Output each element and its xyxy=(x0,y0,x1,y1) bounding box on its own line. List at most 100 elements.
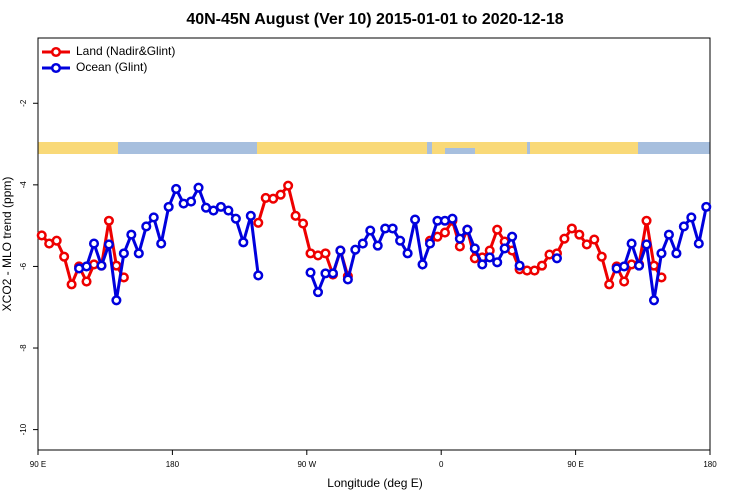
point xyxy=(283,180,294,191)
point xyxy=(574,229,585,240)
point xyxy=(402,248,413,259)
point xyxy=(208,205,219,216)
point xyxy=(454,233,465,244)
point xyxy=(701,201,712,212)
y-tick-label: -4 xyxy=(19,181,28,189)
point xyxy=(507,231,518,242)
point xyxy=(312,287,324,298)
y-tick-label: -6 xyxy=(19,262,28,270)
legend-label: Ocean (Glint) xyxy=(76,60,147,74)
point xyxy=(148,212,159,223)
point xyxy=(648,260,660,271)
y-tick-label: -2 xyxy=(19,99,28,107)
point xyxy=(36,230,47,241)
point xyxy=(678,221,689,232)
point xyxy=(320,248,331,259)
point xyxy=(656,248,667,259)
point xyxy=(484,252,495,263)
point xyxy=(88,238,100,249)
legend-marker xyxy=(50,62,62,74)
point xyxy=(111,295,122,306)
point xyxy=(566,223,577,234)
y-tick-label: -8 xyxy=(19,344,28,352)
x-tick-label: 90 E xyxy=(30,460,46,469)
point xyxy=(469,243,480,254)
point xyxy=(223,205,234,216)
point xyxy=(551,253,562,264)
point xyxy=(447,213,458,224)
point xyxy=(275,189,286,200)
plot-frame xyxy=(37,37,711,451)
point xyxy=(387,223,398,234)
point xyxy=(230,213,241,224)
point xyxy=(365,225,376,236)
point xyxy=(619,276,630,287)
point xyxy=(215,201,226,212)
point xyxy=(641,239,652,250)
x-tick-label: 0 xyxy=(439,460,444,469)
point xyxy=(81,276,92,287)
point xyxy=(477,259,488,270)
point xyxy=(171,183,182,194)
x-axis-label: Longitude (deg E) xyxy=(327,476,422,490)
point xyxy=(118,248,129,259)
point xyxy=(641,215,652,226)
y-axis-label: XCO2 - MLO trend (ppm) xyxy=(0,177,14,312)
legend-label: Land (Nadir&Glint) xyxy=(76,44,175,58)
point xyxy=(156,238,167,249)
point xyxy=(581,239,592,250)
point xyxy=(589,234,600,245)
point xyxy=(619,261,630,272)
point xyxy=(663,229,674,240)
point xyxy=(335,245,346,256)
point xyxy=(410,214,421,225)
point xyxy=(186,196,197,207)
point xyxy=(245,210,256,221)
point xyxy=(372,240,383,251)
point xyxy=(51,235,62,246)
point xyxy=(536,260,548,271)
x-tick-label: 180 xyxy=(703,460,717,469)
point xyxy=(133,248,144,259)
point xyxy=(253,270,264,281)
point xyxy=(253,217,264,228)
point xyxy=(529,265,540,276)
point xyxy=(141,221,152,232)
point xyxy=(66,279,77,290)
point xyxy=(559,233,570,244)
point xyxy=(238,237,249,248)
point xyxy=(126,229,137,240)
point xyxy=(103,215,114,226)
point xyxy=(111,260,122,271)
point xyxy=(103,239,114,250)
point xyxy=(305,267,316,278)
land-ocean-strip xyxy=(38,142,710,154)
point xyxy=(342,274,353,285)
point xyxy=(686,212,697,223)
point xyxy=(327,268,338,279)
point xyxy=(439,227,450,238)
point xyxy=(492,224,503,235)
point xyxy=(492,257,503,268)
legend-marker xyxy=(50,46,62,58)
point xyxy=(298,218,309,229)
point xyxy=(96,260,107,271)
chart-title: 40N-45N August (Ver 10) 2015-01-01 to 20… xyxy=(186,11,563,28)
point xyxy=(417,259,428,270)
point xyxy=(268,193,279,204)
point xyxy=(424,238,436,249)
point xyxy=(454,241,465,252)
point xyxy=(634,260,645,271)
x-tick-label: 180 xyxy=(166,460,180,469)
point xyxy=(648,295,660,306)
y-tick-label: -10 xyxy=(19,423,28,435)
x-tick-label: 90 E xyxy=(567,460,583,469)
point xyxy=(499,243,510,254)
point xyxy=(81,261,92,272)
point xyxy=(290,210,301,221)
point xyxy=(350,244,361,255)
point xyxy=(357,238,368,249)
point xyxy=(163,201,174,212)
point xyxy=(626,238,637,249)
